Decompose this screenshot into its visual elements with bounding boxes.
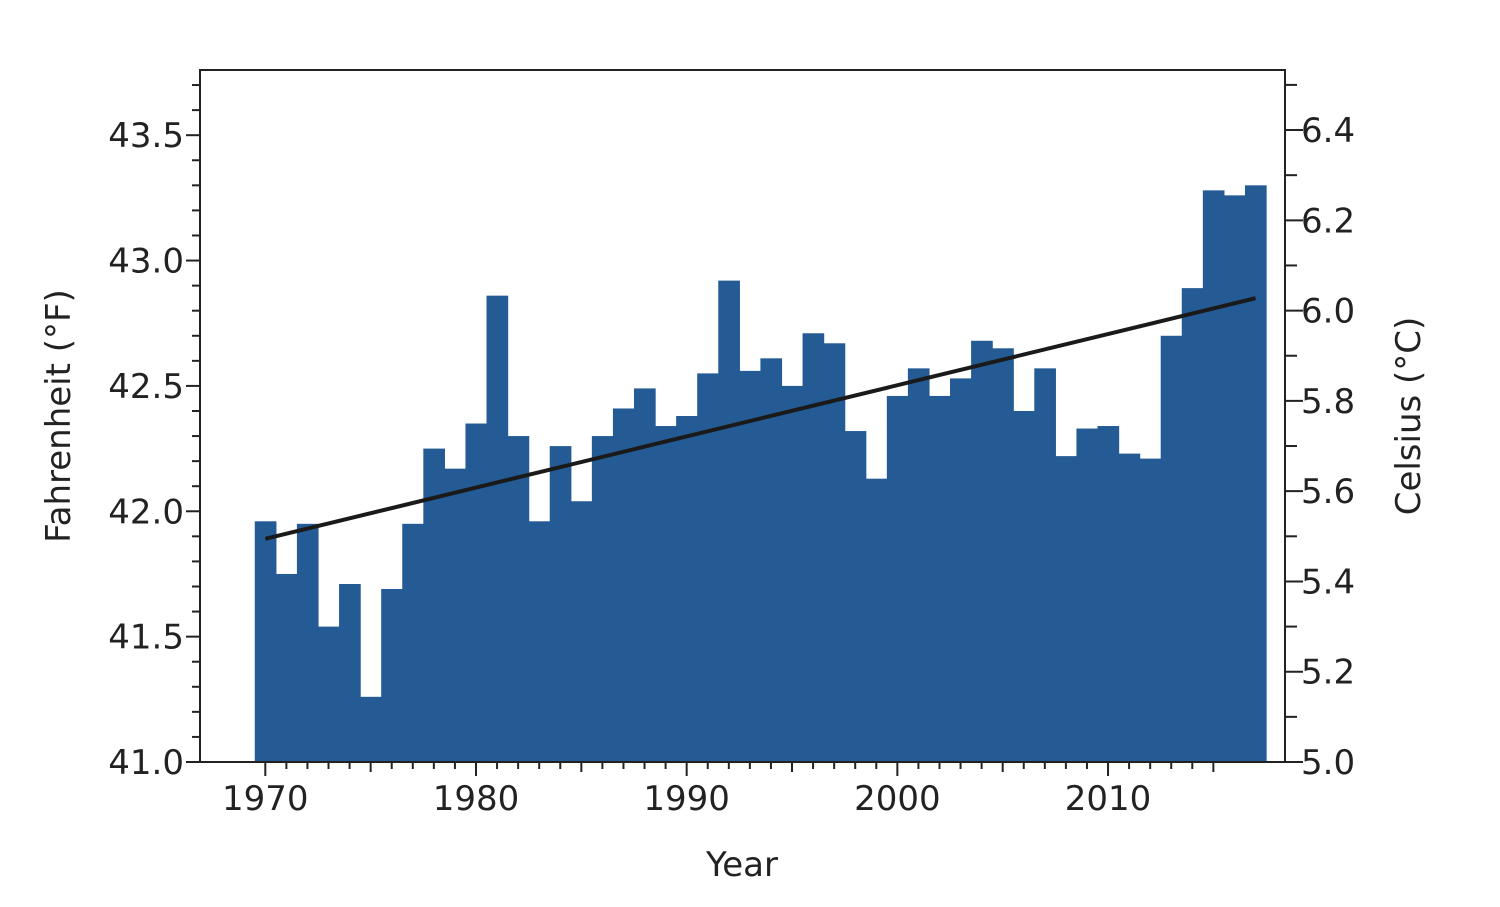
bar-2006 bbox=[1013, 410, 1035, 762]
y2-tick-label-6.0: 6.0 bbox=[1301, 292, 1355, 332]
bar-1983 bbox=[528, 521, 551, 762]
x-tick-label-1980: 1980 bbox=[433, 779, 520, 819]
bar-1976 bbox=[381, 589, 403, 762]
bar-1987 bbox=[612, 408, 635, 762]
bar-1973 bbox=[317, 626, 340, 762]
bar-2016 bbox=[1223, 195, 1246, 763]
bar-1972 bbox=[296, 523, 319, 762]
bar-1995 bbox=[781, 385, 804, 762]
y2-tick-label-6.2: 6.2 bbox=[1301, 201, 1355, 241]
bar-2014 bbox=[1181, 288, 1204, 762]
y2-tick-label-5.6: 5.6 bbox=[1301, 472, 1355, 512]
bar-1974 bbox=[339, 583, 361, 762]
bar-1990 bbox=[676, 416, 698, 762]
bars-group bbox=[254, 185, 1267, 763]
bar-1970 bbox=[254, 521, 277, 762]
y-axis-left: 41.0 41.5 42.0 42.5 43.0 43.5 bbox=[108, 84, 200, 783]
y2-tick-label-5.4: 5.4 bbox=[1301, 562, 1355, 602]
bar-1998 bbox=[844, 431, 867, 762]
bar-2015 bbox=[1202, 190, 1225, 763]
bar-1978 bbox=[423, 448, 445, 762]
bar-1994 bbox=[760, 358, 783, 762]
bar-1985 bbox=[570, 501, 593, 762]
y-tick-label-42.5: 42.5 bbox=[108, 367, 184, 407]
bar-2008 bbox=[1055, 456, 1078, 762]
y2-axis-title: Celsius (°C) bbox=[1389, 317, 1429, 516]
bar-1977 bbox=[402, 523, 424, 762]
y2-tick-label-6.4: 6.4 bbox=[1301, 111, 1355, 151]
y-axis-right: 5.0 5.2 5.4 5.6 5.8 6.0 6.2 6.4 bbox=[1285, 83, 1355, 783]
bar-1986 bbox=[591, 436, 614, 762]
bar-1988 bbox=[634, 388, 656, 762]
bar-1992 bbox=[718, 280, 740, 762]
x-axis: 1970 1980 1990 2000 2010 bbox=[222, 762, 1215, 819]
bar-2013 bbox=[1160, 335, 1183, 762]
bar-1993 bbox=[739, 370, 762, 762]
y-tick-label-43.5: 43.5 bbox=[108, 116, 184, 156]
bar-2002 bbox=[928, 395, 951, 762]
bar-1984 bbox=[549, 446, 572, 762]
y-tick-label-41.0: 41.0 bbox=[108, 743, 184, 783]
trend-line bbox=[264, 296, 1256, 541]
x-axis-title: Year bbox=[705, 845, 778, 885]
bar-2009 bbox=[1076, 428, 1099, 762]
bar-1971 bbox=[275, 573, 298, 762]
bar-2010 bbox=[1097, 426, 1120, 762]
bar-2000 bbox=[886, 395, 909, 762]
bar-2007 bbox=[1034, 368, 1056, 762]
bar-1982 bbox=[507, 436, 530, 762]
y-tick-label-42.0: 42.0 bbox=[108, 492, 184, 532]
x-tick-label-1990: 1990 bbox=[643, 779, 730, 819]
bar-1980 bbox=[465, 423, 488, 762]
bar-2012 bbox=[1139, 458, 1162, 762]
y-tick-label-41.5: 41.5 bbox=[108, 618, 184, 658]
bar-2004 bbox=[971, 340, 993, 762]
bar-1989 bbox=[655, 426, 677, 762]
bar-2005 bbox=[992, 348, 1014, 762]
x-tick-label-2010: 2010 bbox=[1065, 779, 1152, 819]
bar-1981 bbox=[486, 295, 509, 762]
x-tick-label-1970: 1970 bbox=[222, 779, 309, 819]
y2-tick-label-5.2: 5.2 bbox=[1301, 653, 1355, 693]
bar-1991 bbox=[697, 373, 719, 762]
bar-1999 bbox=[865, 478, 888, 762]
bar-2001 bbox=[907, 368, 930, 762]
plot-frame bbox=[199, 69, 1286, 763]
bar-1975 bbox=[360, 696, 382, 762]
bar-1997 bbox=[823, 343, 846, 762]
bar-2017 bbox=[1244, 185, 1267, 762]
y2-tick-label-5.8: 5.8 bbox=[1301, 382, 1355, 422]
y2-tick-label-5.0: 5.0 bbox=[1301, 743, 1355, 783]
y-tick-label-43.0: 43.0 bbox=[108, 242, 184, 282]
bar-1979 bbox=[444, 468, 467, 762]
y-axis-title: Fahrenheit (°F) bbox=[39, 289, 79, 543]
bar-2011 bbox=[1118, 453, 1141, 762]
bar-1996 bbox=[802, 333, 825, 762]
x-tick-label-2000: 2000 bbox=[854, 779, 941, 819]
bar-2003 bbox=[950, 378, 972, 762]
